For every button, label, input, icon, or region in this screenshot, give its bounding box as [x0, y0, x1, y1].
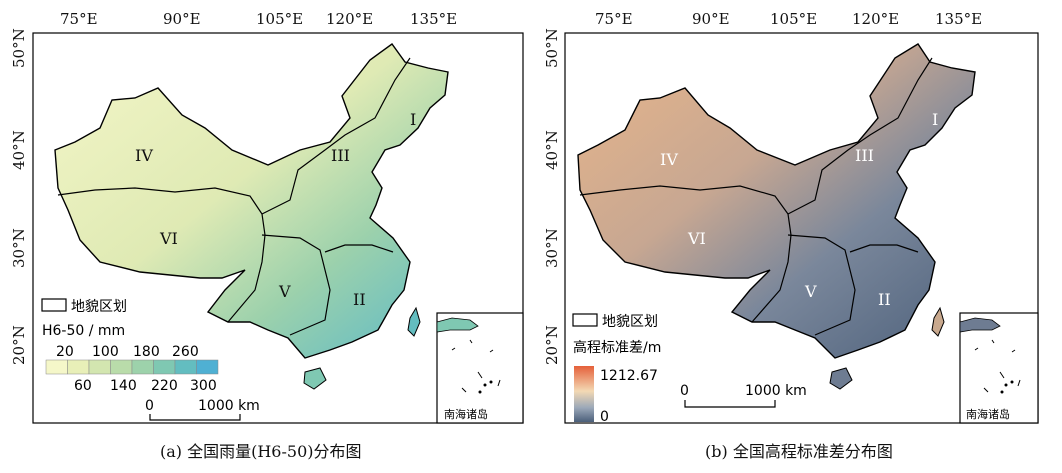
colorbar-step	[196, 359, 219, 375]
legend-colorbar	[574, 366, 594, 422]
taiwan-island	[407, 306, 421, 337]
lon-tick-105: 105°E	[770, 10, 817, 28]
inset-label: 南海诸岛	[966, 407, 1010, 421]
lat-ticks: 50°N 40°N 30°N 20°N	[10, 28, 28, 365]
inset-south-china-sea: 南海诸岛	[436, 312, 524, 424]
lon-tick-75: 75°E	[595, 10, 633, 28]
panel-a: 75°E 90°E 105°E 120°E 135°E 50°N 40°N 30…	[10, 10, 524, 461]
legend-b: 地貌区划 高程标准差/m 1212.67 0	[572, 313, 661, 425]
lat-tick-50: 50°N	[10, 28, 28, 68]
scale-zero: 0	[145, 398, 154, 414]
region-label-vi: VI	[687, 229, 706, 248]
legend-tick-60: 60	[74, 378, 92, 394]
china-outline	[577, 43, 976, 359]
legend-a: 地貌区划 H6-50 / mm 20 100 180 260 60 140 22…	[41, 298, 219, 394]
legend-min: 0	[600, 409, 609, 425]
caption-b: (b) 全国高程标准差分布图	[705, 442, 893, 461]
lat-tick-50: 50°N	[543, 28, 561, 68]
legend-tick-220: 220	[151, 378, 178, 394]
lon-tick-135: 135°E	[410, 10, 457, 28]
region-label-iii: III	[331, 146, 350, 165]
legend-boundary-swatch	[41, 298, 67, 312]
legend-title: 高程标准差/m	[573, 339, 661, 356]
legend-boundary-swatch	[572, 313, 598, 327]
region-label-iii: III	[855, 146, 874, 165]
region-label-iv: IV	[660, 150, 678, 169]
region-label-v: V	[804, 282, 817, 301]
region-label-v: V	[278, 282, 291, 301]
region-boundaries	[57, 57, 411, 336]
lat-tick-40: 40°N	[10, 130, 28, 170]
region-label-iv: IV	[135, 146, 153, 165]
colorbar-step	[174, 359, 197, 375]
hainan-island	[829, 367, 853, 390]
inset-south-china-sea: 南海诸岛	[959, 312, 1039, 424]
lon-ticks: 75°E 90°E 105°E 120°E 135°E	[595, 10, 982, 28]
colorbar-step	[67, 359, 90, 375]
region-label-ii: II	[878, 290, 891, 309]
legend-tick-260: 260	[172, 344, 199, 360]
region-label-ii: II	[353, 290, 366, 309]
region-label-vi: VI	[159, 229, 178, 248]
lon-tick-120: 120°E	[326, 10, 373, 28]
colorbar-step	[153, 359, 176, 375]
scale-bar-a: 0 1000 km	[145, 398, 260, 421]
colorbar-step	[88, 359, 111, 375]
lat-tick-30: 30°N	[10, 228, 28, 268]
hainan-island	[303, 367, 327, 390]
lon-tick-105: 105°E	[256, 10, 303, 28]
region-boundaries	[579, 57, 933, 336]
lat-tick-20: 20°N	[543, 325, 561, 365]
colorbar-step	[45, 359, 68, 375]
legend-tick-20: 20	[56, 344, 74, 360]
colorbar-step	[110, 359, 133, 375]
lon-tick-90: 90°E	[692, 10, 730, 28]
lat-tick-30: 30°N	[543, 228, 561, 268]
legend-max: 1212.67	[600, 368, 658, 384]
lon-tick-120: 120°E	[852, 10, 899, 28]
lon-tick-135: 135°E	[935, 10, 982, 28]
lon-tick-75: 75°E	[60, 10, 98, 28]
panel-b: 75°E 90°E 105°E 120°E 135°E 50°N 40°N 30…	[543, 10, 1039, 461]
legend-colorbar	[45, 359, 219, 375]
lat-tick-40: 40°N	[543, 130, 561, 170]
scale-zero: 0	[680, 383, 689, 399]
legend-boundary-label: 地貌区划	[71, 299, 127, 315]
lat-ticks: 50°N 40°N 30°N 20°N	[543, 28, 561, 365]
inset-label: 南海诸岛	[444, 407, 488, 421]
china-outline	[54, 43, 449, 359]
scale-label: 1000 km	[198, 398, 260, 414]
colorbar-step	[131, 359, 154, 375]
scale-label: 1000 km	[745, 383, 807, 399]
taiwan-island	[931, 306, 945, 337]
lat-tick-20: 20°N	[10, 325, 28, 365]
legend-boundary-label: 地貌区划	[602, 314, 658, 330]
legend-tick-140: 140	[110, 378, 137, 394]
caption-a: (a) 全国雨量(H6-50)分布图	[160, 442, 362, 461]
region-label-i: I	[932, 110, 938, 129]
scale-bar-b: 0 1000 km	[680, 383, 807, 408]
legend-tick-300: 300	[190, 378, 217, 394]
region-label-i: I	[410, 110, 416, 129]
legend-title: H6-50 / mm	[42, 323, 125, 339]
legend-tick-180: 180	[133, 344, 160, 360]
legend-tick-100: 100	[92, 344, 119, 360]
lon-tick-90: 90°E	[163, 10, 201, 28]
region-labels: I II III IV V VI	[660, 110, 938, 309]
region-labels: I II III IV V VI	[135, 110, 416, 309]
lon-ticks: 75°E 90°E 105°E 120°E 135°E	[60, 10, 457, 28]
